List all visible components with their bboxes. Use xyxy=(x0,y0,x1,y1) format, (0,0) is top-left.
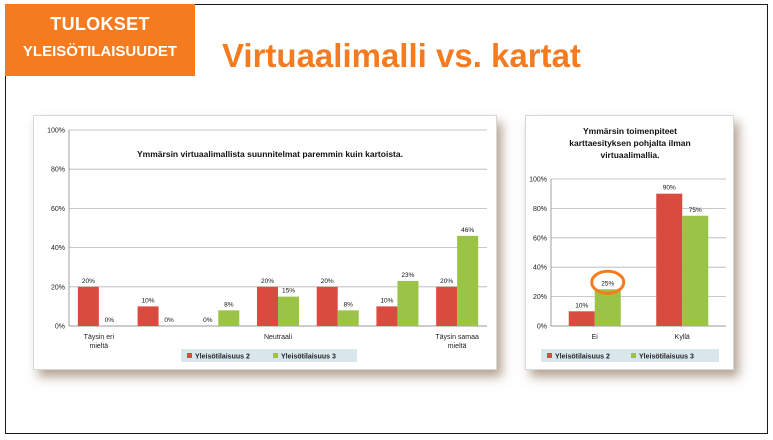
bar-2-7 xyxy=(457,235,479,326)
y-tick-label: 40% xyxy=(51,245,65,252)
bar-1-2 xyxy=(656,193,683,326)
bar-chart-right: 0% 20% 40% 60% 80% 100% Ymmärsin toimenpiteet k… xyxy=(529,126,726,362)
legend-swatch-1 xyxy=(547,353,552,358)
bar-1-2 xyxy=(137,306,159,326)
y-tick-label: 0% xyxy=(55,324,65,331)
chart-title: Ymmärsin virtuaalimallista suunnitelmat … xyxy=(137,149,403,159)
chart-panel-left: 0% 20% 40% 60% 80% 100% Ymmärsin virtuaalimall… xyxy=(33,115,497,370)
highlight-circle xyxy=(590,269,626,295)
data-label: 20% xyxy=(261,278,274,285)
legend-label-2: Yleisötilaisuus 3 xyxy=(639,354,694,361)
legend-box xyxy=(541,349,719,362)
bar-2-2 xyxy=(682,215,709,326)
data-label: 46% xyxy=(461,227,474,234)
bar-1-4 xyxy=(257,286,278,326)
data-label: 20% xyxy=(82,278,95,285)
legend-swatch-1 xyxy=(187,353,192,358)
data-label: 10% xyxy=(380,297,393,304)
y-tick-label: 80% xyxy=(533,206,547,213)
y-tick-label: 20% xyxy=(533,294,547,301)
x-tick-label: mieltä xyxy=(448,343,467,350)
chart-panel-right: 0% 20% 40% 60% 80% 100% Ymmärsin toimenpiteet k… xyxy=(525,115,734,370)
data-label: 0% xyxy=(203,317,213,324)
x-tick-label: Täysin eri xyxy=(84,334,115,341)
bar-1-1 xyxy=(568,311,595,326)
data-label: 15% xyxy=(282,288,295,295)
x-tick-label: Ei xyxy=(592,334,599,341)
bar-2-1 xyxy=(594,289,621,326)
data-label: 8% xyxy=(344,301,354,308)
bar-1-1 xyxy=(77,286,99,326)
y-tick-label: 60% xyxy=(533,235,547,242)
x-tick-label: Neutraali xyxy=(264,334,292,341)
x-tick-label: Täysin samaa xyxy=(435,334,479,341)
badge-title: TULOKSET xyxy=(50,14,150,34)
chart-title: karttaesityksen pohjalta ilman xyxy=(569,138,690,148)
bar-chart-left: 0% 20% 40% 60% 80% 100% Ymmärsin virtuaalimall… xyxy=(47,128,487,362)
bar-1-6 xyxy=(376,306,398,326)
chart-title: virtuaalimallia. xyxy=(600,150,659,160)
y-tick-label: 100% xyxy=(529,177,547,184)
data-label: 25% xyxy=(601,280,614,287)
chart-title: Ymmärsin toimenpiteet xyxy=(583,126,677,136)
x-tick-label: Kyllä xyxy=(675,334,690,341)
y-tick-label: 80% xyxy=(51,167,65,174)
data-label: 0% xyxy=(105,317,115,324)
data-label: 8% xyxy=(224,301,234,308)
legend-swatch-2 xyxy=(273,353,278,358)
data-label: 10% xyxy=(142,297,155,304)
page-title: Virtuaalimalli vs. kartat xyxy=(222,37,581,74)
data-label: 20% xyxy=(440,278,453,285)
legend-box xyxy=(181,349,357,362)
data-label: 90% xyxy=(663,185,676,192)
bar-2-3 xyxy=(218,310,240,326)
bar-1-5 xyxy=(316,286,338,326)
bar-1-7 xyxy=(436,286,458,326)
y-tick-label: 20% xyxy=(51,284,65,291)
data-label: 20% xyxy=(321,278,334,285)
data-label: 23% xyxy=(401,272,414,279)
badge-subtitle: YLEISÖTILAISUUDET xyxy=(22,43,178,60)
data-label: 75% xyxy=(689,207,702,214)
legend-label-2: Yleisötilaisuus 3 xyxy=(281,354,336,361)
data-label: 10% xyxy=(575,302,588,309)
legend-swatch-2 xyxy=(631,353,636,358)
legend-label-1: Yleisötilaisuus 2 xyxy=(195,354,250,361)
data-label: 0% xyxy=(164,317,174,324)
bar-2-5 xyxy=(337,310,359,326)
legend-label-1: Yleisötilaisuus 2 xyxy=(555,354,610,361)
y-tick-label: 40% xyxy=(533,265,547,272)
y-tick-label: 60% xyxy=(51,206,65,213)
bar-2-4 xyxy=(278,296,299,326)
x-tick-label: mieltä xyxy=(90,343,109,350)
bar-2-6 xyxy=(397,280,419,326)
y-tick-label: 100% xyxy=(47,128,65,135)
y-tick-label: 0% xyxy=(537,324,547,331)
header-badge: TULOKSET YLEISÖTILAISUUDET xyxy=(5,4,195,76)
